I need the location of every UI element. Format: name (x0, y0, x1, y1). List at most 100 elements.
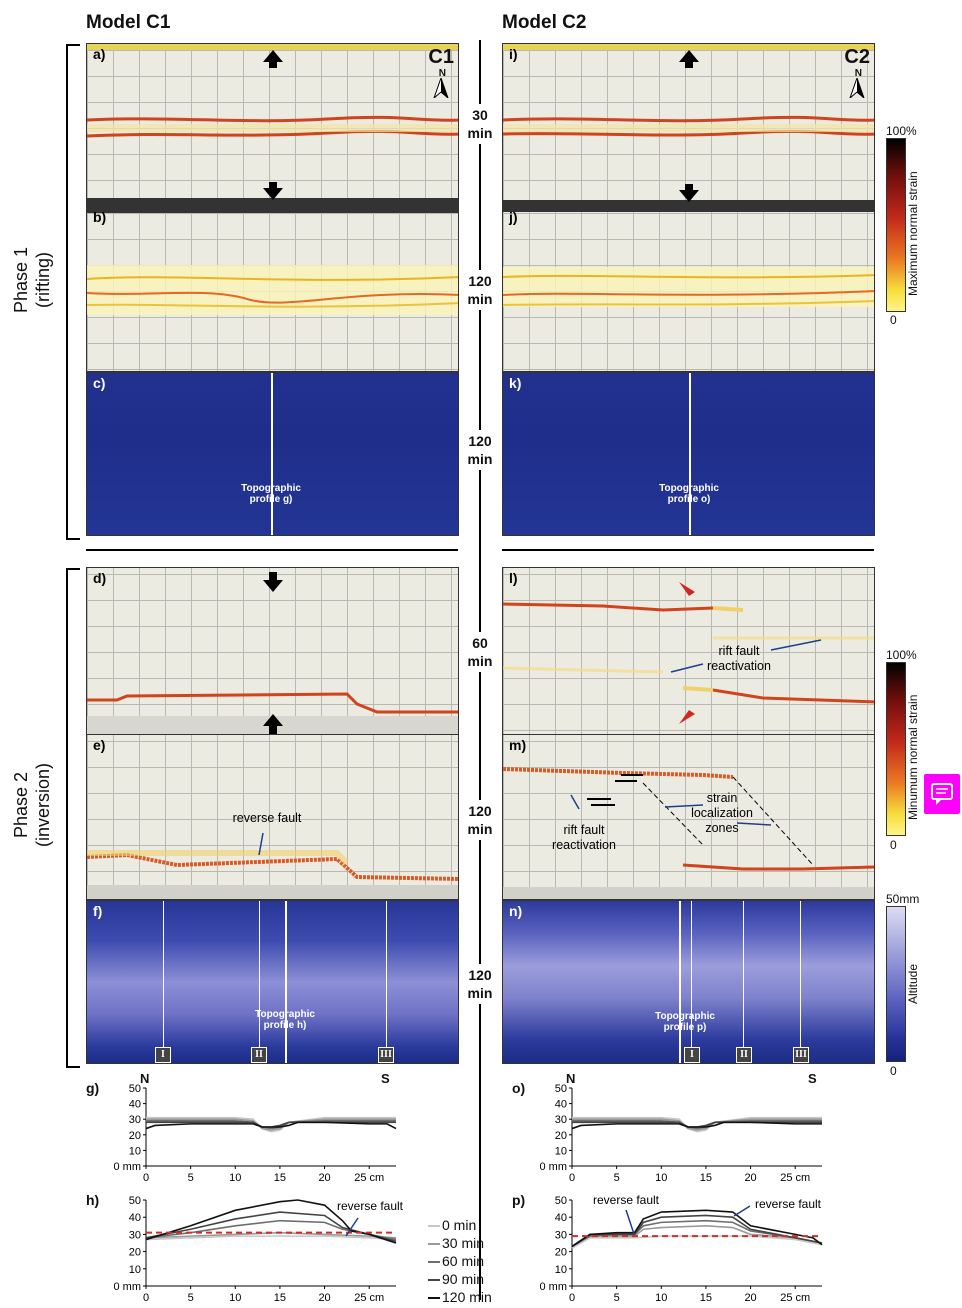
y-tick-label: 40 (555, 1099, 567, 1111)
chart-o: 0 mm 10 20 30 40 50 0 5 10 15 20 25 cm (540, 1083, 822, 1184)
phase1-label: Phase 1 (rifting) (11, 246, 53, 314)
panel-label-o: o) (512, 1080, 526, 1096)
comment-icon (931, 783, 953, 805)
x-tick-label: 15 (274, 1292, 286, 1304)
phase2-bracket (66, 568, 80, 1068)
profile-label-p: Topographic profile p) (655, 1011, 715, 1033)
panel-label-p: p) (512, 1192, 526, 1208)
time-label-120c: 120 min (460, 800, 500, 840)
x-tick-label: 15 (274, 1172, 286, 1184)
panel-label-d: d) (93, 570, 107, 586)
panel-label-c: c) (93, 375, 106, 391)
profile-line (146, 1118, 396, 1131)
panel-b: b) (86, 206, 459, 372)
profile-label-o: Topographic profile o) (659, 483, 719, 505)
profile-line-i-c2 (691, 901, 692, 1063)
profile-label-g: Topographic profile g) (241, 483, 301, 505)
x-tick-label: 15 (700, 1172, 712, 1184)
legend-swatch (428, 1297, 440, 1300)
colorbar-top-label: Maximum normal strain (906, 171, 920, 296)
panel-label-a: a) (93, 46, 106, 62)
y-tick-label: 50 (555, 1083, 567, 1095)
colorbar-max-strain (886, 138, 906, 312)
profile-line-iii-c2 (800, 901, 801, 1063)
north-arrow-icon (849, 78, 865, 98)
compass-n-c2: N (566, 1071, 576, 1086)
annotation-arrow (345, 1217, 359, 1237)
north-arrow-icon (433, 78, 449, 98)
x-tick-label: 0 (143, 1172, 149, 1184)
profile-line (145, 1235, 397, 1241)
legend-swatch (428, 1225, 440, 1228)
x-tick-label: 20 (318, 1292, 330, 1304)
panel-d: d) (86, 567, 459, 735)
profile-line (572, 1119, 822, 1130)
panel-label-k: k) (509, 375, 522, 391)
profile-label-h: Topographic profile h) (255, 1009, 315, 1031)
chart-g: 0 mm 10 20 30 40 50 0 5 10 15 20 25 cm (114, 1083, 397, 1184)
x-tick-label: 5 (188, 1292, 194, 1304)
annotation-rift-fault-l: rift fault reactivation (707, 644, 771, 673)
legend-label: 30 min (442, 1235, 485, 1251)
y-tick-label: 10 (129, 1264, 141, 1276)
legend-item: 90 min (428, 1270, 492, 1288)
annotation-reverse-fault-h: reverse fault (336, 1199, 404, 1213)
y-tick-label: 50 (555, 1195, 567, 1207)
x-tick-label: 25 cm (354, 1292, 384, 1304)
y-tick-label: 20 (129, 1247, 141, 1259)
y-tick-label: 40 (129, 1099, 141, 1111)
y-tick-label: 30 (555, 1229, 567, 1241)
annotation-arrow (625, 1209, 635, 1235)
y-tick-label: 0 mm (540, 1281, 568, 1293)
colorbar-mid-label: Minumum normal strain (906, 694, 920, 820)
legend-swatch (428, 1261, 440, 1264)
x-tick-label: 15 (700, 1292, 712, 1304)
profile-line-i-c1 (163, 901, 164, 1063)
annotation-reverse-fault-p1: reverse fault (592, 1193, 660, 1207)
panel-label-f: f) (93, 903, 103, 919)
profile-line (571, 1209, 823, 1248)
panel-label-n: n) (509, 903, 523, 919)
time-label-120b: 120 min (460, 430, 500, 470)
phase1-bracket (66, 44, 80, 540)
y-tick-label: 50 (129, 1083, 141, 1095)
profile-line (572, 1116, 822, 1133)
panel-label-b: b) (93, 209, 107, 225)
x-tick-label: 0 (143, 1292, 149, 1304)
roman-iii-c1: III (378, 1047, 394, 1063)
colorbar-min-strain (886, 662, 906, 836)
profile-line-o (689, 373, 691, 535)
time-label-120a: 120 min (460, 270, 500, 310)
y-tick-label: 40 (129, 1212, 141, 1224)
x-tick-label: 10 (655, 1172, 667, 1184)
profile-line-h (285, 901, 287, 1063)
y-tick-label: 30 (555, 1114, 567, 1126)
profile-line (571, 1235, 823, 1249)
time-label-60: 60 min (460, 632, 500, 672)
colorbar-altitude (886, 906, 906, 1062)
panel-label-m: m) (509, 737, 527, 753)
y-tick-label: 10 (555, 1145, 567, 1157)
x-tick-label: 10 (229, 1292, 241, 1304)
y-tick-label: 40 (555, 1212, 567, 1224)
legend-item: 30 min (428, 1234, 492, 1252)
profile-line-g (271, 373, 273, 535)
x-tick-label: 20 (744, 1172, 756, 1184)
x-tick-label: 25 cm (780, 1292, 810, 1304)
x-tick-label: 20 (318, 1172, 330, 1184)
colorbar-bottom-min: 0 (890, 1064, 897, 1078)
colorbar-mid-min: 0 (890, 838, 897, 852)
panel-label-l: l) (509, 570, 518, 586)
legend-item: 120 min (428, 1288, 492, 1306)
model-tag-c1: C1 (428, 46, 454, 68)
y-tick-label: 10 (129, 1145, 141, 1157)
y-tick-label: 30 (129, 1114, 141, 1126)
comment-button[interactable] (924, 774, 960, 814)
y-tick-label: 20 (555, 1247, 567, 1259)
legend-swatch (428, 1279, 440, 1282)
profile-line-ii-c2 (743, 901, 744, 1063)
panel-f: f) Topographic profile h) I II III (86, 900, 459, 1064)
x-tick-label: 10 (655, 1292, 667, 1304)
panel-label-h: h) (86, 1192, 100, 1208)
roman-i-c2: I (684, 1047, 700, 1063)
